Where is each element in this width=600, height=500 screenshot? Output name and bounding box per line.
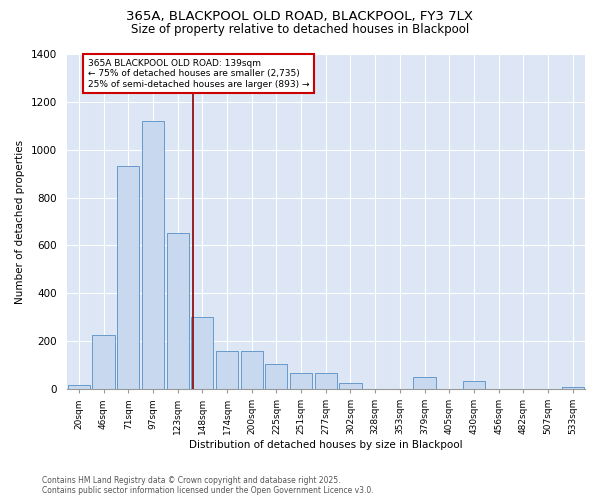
Y-axis label: Number of detached properties: Number of detached properties [15, 140, 25, 304]
Text: 365A, BLACKPOOL OLD ROAD, BLACKPOOL, FY3 7LX: 365A, BLACKPOOL OLD ROAD, BLACKPOOL, FY3… [127, 10, 473, 23]
Bar [340, 383, 362, 389]
X-axis label: Distribution of detached houses by size in Blackpool: Distribution of detached houses by size … [189, 440, 463, 450]
Text: 365A BLACKPOOL OLD ROAD: 139sqm
← 75% of detached houses are smaller (2,735)
25%: 365A BLACKPOOL OLD ROAD: 139sqm ← 75% of… [88, 59, 309, 88]
Bar [167, 234, 189, 389]
Text: Size of property relative to detached houses in Blackpool: Size of property relative to detached ho… [131, 22, 469, 36]
Bar [265, 364, 287, 389]
Bar [191, 317, 214, 389]
Bar [216, 351, 238, 389]
Bar [92, 335, 115, 389]
Bar [290, 374, 312, 389]
Text: Contains HM Land Registry data © Crown copyright and database right 2025.
Contai: Contains HM Land Registry data © Crown c… [42, 476, 374, 495]
Bar [117, 166, 139, 389]
Bar [413, 377, 436, 389]
Bar [314, 374, 337, 389]
Bar [463, 380, 485, 389]
Bar [562, 386, 584, 389]
Bar [241, 351, 263, 389]
Bar [142, 121, 164, 389]
Bar [68, 386, 90, 389]
